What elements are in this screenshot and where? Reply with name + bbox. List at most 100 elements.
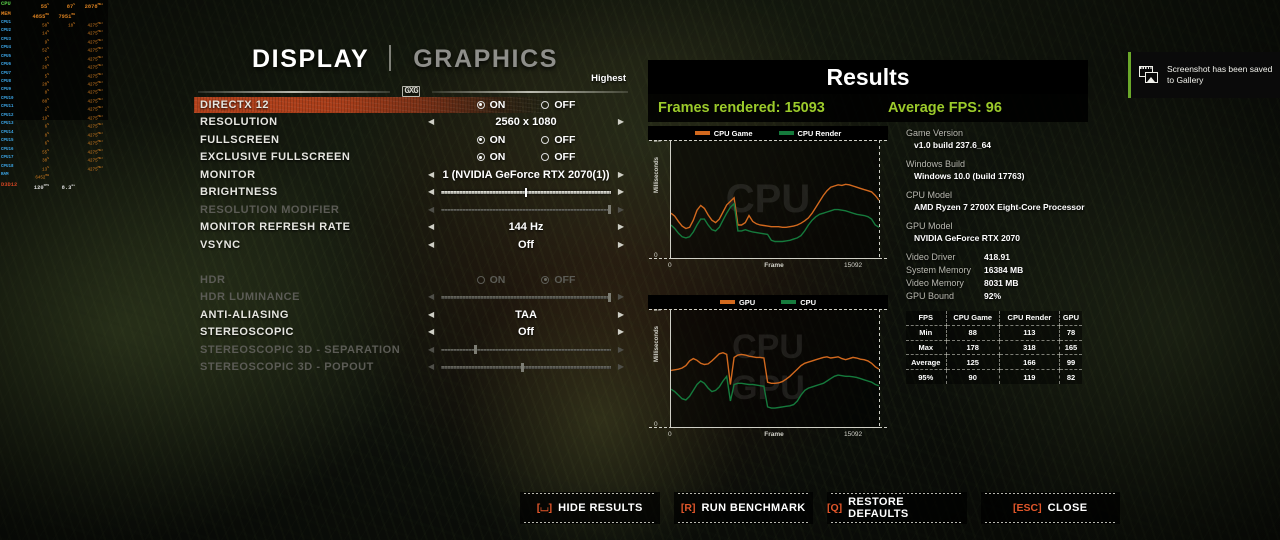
setting-row-directx[interactable]: DIRECTX 12 ON OFF <box>190 96 630 114</box>
radio-option-off[interactable]: OFF <box>541 134 575 146</box>
radio-option-on[interactable]: ON <box>476 151 505 163</box>
results-panel: Results Frames rendered: 15093 Average F… <box>648 60 1088 465</box>
legend-swatch <box>694 131 710 135</box>
setting-value: Off <box>518 326 534 339</box>
overlay-row-label: CPU4 <box>1 46 12 51</box>
setting-row-resolution-modifier[interactable]: RESOLUTION MODIFIER ◀ ▶ <box>190 201 630 219</box>
setting-control: ON OFF <box>426 131 626 149</box>
slider-handle[interactable] <box>608 205 611 215</box>
stepper-right-arrow-icon[interactable]: ▶ <box>617 239 624 249</box>
action-close[interactable]: [ESC] CLOSE <box>980 492 1120 524</box>
table-column-header: CPU Game <box>946 311 1000 326</box>
preset-label: Highest <box>591 73 626 84</box>
setting-row-hdr-luminance[interactable]: HDR LUMINANCE ◀ ▶ <box>190 289 630 307</box>
setting-row-fullscreen[interactable]: FULLSCREEN ON OFF <box>190 131 630 149</box>
slider-handle[interactable] <box>521 362 524 372</box>
overlay-row-label: CPU13 <box>1 122 14 127</box>
action-hide-results[interactable]: [⌴] HIDE RESULTS <box>520 492 660 524</box>
slider-left-arrow-icon[interactable]: ◀ <box>428 362 435 372</box>
stepper-left-arrow-icon[interactable]: ◀ <box>428 222 435 232</box>
radio-option-off[interactable]: OFF <box>541 151 575 163</box>
slider-right-arrow-icon[interactable]: ▶ <box>617 362 624 372</box>
slider-right-arrow-icon[interactable]: ▶ <box>617 187 624 197</box>
overlay-row-value-3: 4275MHz <box>87 21 103 28</box>
setting-row-stereo-separation[interactable]: STEREOSCOPIC 3D - SEPARATION ◀ ▶ <box>190 341 630 359</box>
sysinfo-value: 92% <box>984 291 1002 301</box>
setting-row-monitor-refresh-rate[interactable]: MONITOR REFRESH RATE ◀ 144 Hz ▶ <box>190 219 630 237</box>
slider-handle[interactable] <box>524 187 527 197</box>
settings-rows: DIRECTX 12 ON OFF RESOLUTION ◀ 2560 x 1080 ▶ FU… <box>190 96 630 376</box>
slider-right-arrow-icon[interactable]: ▶ <box>617 204 624 214</box>
radio-option-on[interactable]: ON <box>476 99 505 111</box>
slider-left-arrow-icon[interactable]: ◀ <box>428 204 435 214</box>
overlay-frametime-value: 8.3ms <box>61 183 75 191</box>
action-run-benchmark[interactable]: [R] RUN BENCHMARK <box>673 492 813 524</box>
table-cell: Average <box>906 354 947 371</box>
setting-row-hdr[interactable]: HDR ON OFF <box>190 271 630 289</box>
x-tick-min: 0 <box>668 262 672 269</box>
setting-row-anti-aliasing[interactable]: ANTI-ALIASING ◀ TAA ▶ <box>190 306 630 324</box>
legend-label: CPU Render <box>797 128 842 138</box>
setting-row-resolution[interactable]: RESOLUTION ◀ 2560 x 1080 ▶ <box>190 114 630 132</box>
slider[interactable] <box>441 292 611 302</box>
radio-option-on[interactable]: ON <box>476 274 505 286</box>
setting-value: TAA <box>515 308 537 321</box>
overlay-row-value-1: 19% <box>42 114 49 122</box>
overlay-row: CPU6 26% 4275MHz <box>1 63 108 71</box>
overlay-row-value-3: 4275MHz <box>87 97 103 105</box>
stepper-right-arrow-icon[interactable]: ▶ <box>617 169 624 179</box>
setting-row-stereo-popout[interactable]: STEREOSCOPIC 3D - POPOUT ◀ ▶ <box>190 359 630 377</box>
stepper-left-arrow-icon[interactable]: ◀ <box>428 169 435 179</box>
action-key-hint: [ESC] <box>1013 502 1042 514</box>
radio-option-on[interactable]: ON <box>476 134 505 146</box>
tab-graphics[interactable]: GRAPHICS <box>413 45 559 73</box>
slider-left-arrow-icon[interactable]: ◀ <box>428 187 435 197</box>
stepper-right-arrow-icon[interactable]: ▶ <box>617 117 624 127</box>
slider[interactable] <box>441 187 611 197</box>
overlay-row-value-2: 7951MB <box>58 12 75 20</box>
radio-option-off[interactable]: OFF <box>541 274 575 286</box>
stepper-left-arrow-icon[interactable]: ◀ <box>428 117 435 127</box>
slider[interactable] <box>441 362 611 372</box>
setting-label: VSYNC <box>200 238 241 251</box>
stepper-left-arrow-icon[interactable]: ◀ <box>428 309 435 319</box>
settings-panel: DISPLAY GRAPHICS Highest GXG DIRECTX 12 O… <box>190 38 630 373</box>
radio-option-off[interactable]: OFF <box>541 99 575 111</box>
stepper-right-arrow-icon[interactable]: ▶ <box>617 222 624 232</box>
overlay-row-label: CPU5 <box>1 54 12 59</box>
setting-control: ON OFF <box>426 96 626 114</box>
sysinfo-value: AMD Ryzen 7 2700X Eight-Core Processor <box>914 202 1085 212</box>
action-restore-defaults[interactable]: [Q] RESTORE DEFAULTS <box>827 492 967 524</box>
setting-row-exclusive-fullscreen[interactable]: EXCLUSIVE FULLSCREEN ON OFF <box>190 149 630 167</box>
setting-row-vsync[interactable]: VSYNC ◀ Off ▶ <box>190 236 630 254</box>
slider-left-arrow-icon[interactable]: ◀ <box>428 344 435 354</box>
setting-row-brightness[interactable]: BRIGHTNESS ◀ ▶ <box>190 184 630 202</box>
overlay-row-value-1: 55% <box>40 3 49 10</box>
overlay-row-value-2 <box>49 156 75 164</box>
stepper-left-arrow-icon[interactable]: ◀ <box>428 239 435 249</box>
overlay-row-value-2 <box>49 105 75 113</box>
slider[interactable] <box>441 345 611 355</box>
slider-right-arrow-icon[interactable]: ▶ <box>617 344 624 354</box>
slider-handle[interactable] <box>608 292 611 302</box>
stepper-right-arrow-icon[interactable]: ▶ <box>617 309 624 319</box>
sysinfo-kv-row: System Memory 16384 MB <box>906 265 1088 275</box>
slider[interactable] <box>441 205 611 215</box>
setting-label: STEREOSCOPIC 3D - SEPARATION <box>200 343 401 356</box>
setting-row-stereoscopic[interactable]: STEREOSCOPIC ◀ Off ▶ <box>190 324 630 342</box>
radio-dot-icon <box>476 135 485 144</box>
slider-right-arrow-icon[interactable]: ▶ <box>617 292 624 302</box>
overlay-row-value-2 <box>49 80 75 88</box>
setting-label: ANTI-ALIASING <box>200 308 290 321</box>
slider-left-arrow-icon[interactable]: ◀ <box>428 292 435 302</box>
tab-display[interactable]: DISPLAY <box>252 45 370 73</box>
stepper-right-arrow-icon[interactable]: ▶ <box>617 327 624 337</box>
slider-handle[interactable] <box>474 345 477 355</box>
stepper-left-arrow-icon[interactable]: ◀ <box>428 327 435 337</box>
overlay-row-value-1: 52% <box>42 47 49 54</box>
overlay-row: CPU7 5% 4275MHz <box>1 72 108 80</box>
action-label: CLOSE <box>1047 502 1088 514</box>
sysinfo-kv-row: Video Driver 418.91 <box>906 252 1088 262</box>
setting-row-monitor[interactable]: MONITOR ◀ 1 (NVIDIA GeForce RTX 2070(1)) ▶ <box>190 166 630 184</box>
